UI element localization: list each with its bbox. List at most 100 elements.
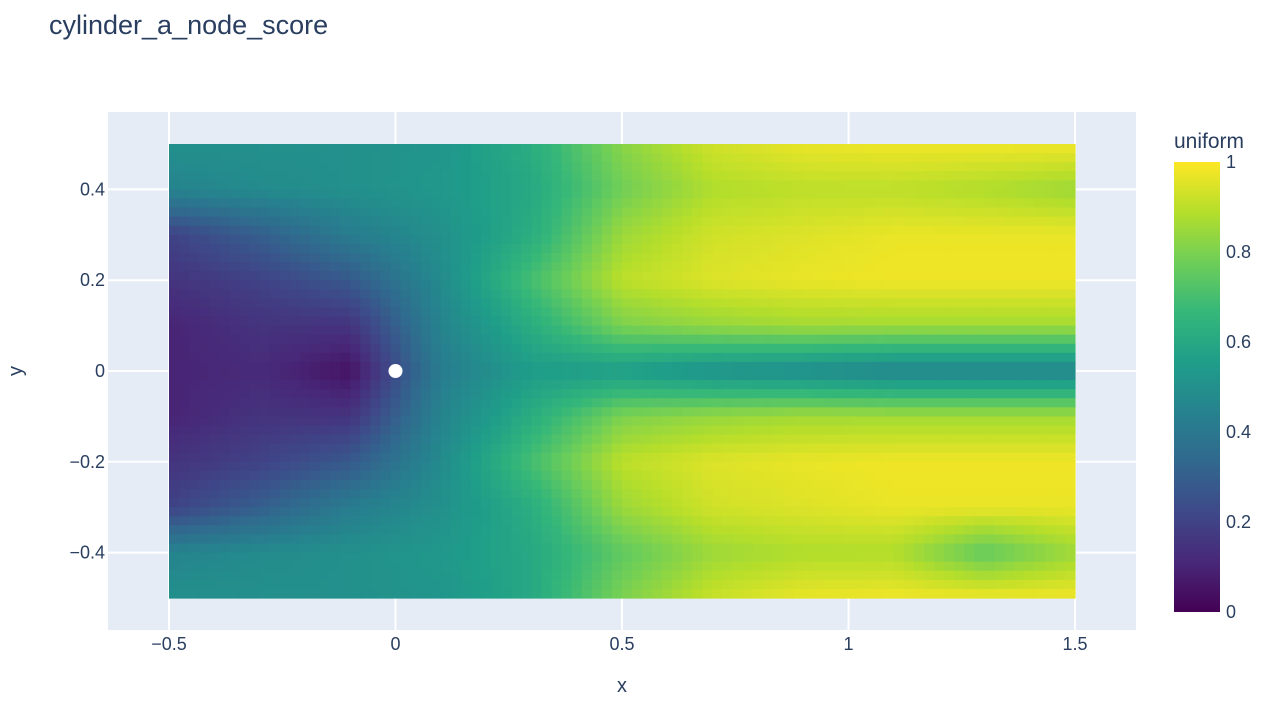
heatmap-cell [320, 543, 331, 554]
heatmap-cell [400, 443, 412, 454]
heatmap-cell [1064, 334, 1076, 345]
heatmap-cell [541, 271, 553, 281]
heatmap-cell [632, 407, 643, 417]
heatmap-cell [622, 452, 633, 463]
heatmap-cell [289, 243, 301, 254]
heatmap-cell [511, 171, 522, 181]
heatmap-cell [330, 162, 341, 172]
heatmap-cell [1034, 216, 1046, 227]
heatmap-cell [742, 498, 754, 508]
heatmap-cell [672, 144, 683, 154]
heatmap-cell [340, 361, 351, 372]
heatmap-cell [219, 579, 230, 590]
heatmap-cell [984, 516, 996, 526]
heatmap-cell [742, 425, 754, 436]
x-tick-label: 0.5 [609, 634, 634, 654]
heatmap-cell [732, 461, 744, 472]
heatmap-cell [1054, 452, 1066, 463]
heatmap-cell [219, 162, 230, 172]
heatmap-cell [642, 425, 653, 436]
heatmap-cell [320, 316, 331, 327]
heatmap-cell [863, 189, 875, 200]
heatmap-cell [511, 579, 522, 590]
heatmap-cell [994, 425, 1006, 436]
heatmap-cell [954, 189, 965, 200]
heatmap-cell [410, 389, 422, 399]
heatmap-cell [813, 234, 824, 245]
heatmap-cell [622, 525, 633, 536]
heatmap-cell [903, 561, 915, 572]
heatmap-cell [1054, 234, 1066, 245]
heatmap-cell [682, 361, 694, 372]
heatmap-cell [843, 234, 855, 245]
heatmap-cell [762, 262, 774, 272]
heatmap-cell [440, 543, 452, 554]
heatmap-cell [853, 461, 865, 472]
heatmap-cell [1044, 389, 1056, 399]
heatmap-cell [430, 234, 442, 245]
heatmap-cell [1024, 498, 1036, 508]
heatmap-cell [320, 561, 331, 572]
heatmap-cell [1034, 262, 1046, 272]
heatmap-cell [702, 225, 714, 236]
heatmap-cell [491, 470, 502, 481]
heatmap-cell [712, 352, 724, 363]
heatmap-cell [460, 180, 472, 190]
heatmap-cell [521, 461, 532, 472]
heatmap-cell [521, 579, 532, 590]
heatmap-cell [289, 561, 301, 572]
heatmap-cell [742, 180, 754, 190]
heatmap-cell [471, 271, 482, 281]
heatmap-cell [702, 180, 714, 190]
heatmap-cell [692, 153, 704, 163]
heatmap-cell [410, 561, 422, 572]
heatmap-cell [994, 579, 1006, 590]
heatmap-cell [883, 162, 895, 172]
heatmap-cell [1064, 371, 1076, 381]
heatmap-cell [380, 461, 392, 472]
heatmap-cell [169, 543, 180, 554]
heatmap-cell [360, 352, 371, 363]
heatmap-cell [692, 144, 704, 154]
heatmap-cell [1044, 552, 1056, 563]
heatmap-cell [450, 380, 462, 390]
heatmap-cell [974, 243, 985, 254]
heatmap-cell [501, 534, 512, 545]
heatmap-cell [632, 489, 643, 499]
heatmap-cell [189, 207, 200, 218]
heatmap-cell [883, 579, 895, 590]
heatmap-cell [471, 425, 482, 436]
heatmap-cell [793, 225, 804, 236]
heatmap-cell [561, 334, 573, 345]
heatmap-cell [370, 361, 381, 372]
heatmap-cell [762, 470, 774, 481]
heatmap-cell [773, 298, 784, 309]
heatmap-cell [501, 389, 512, 399]
heatmap-cell [591, 352, 603, 363]
heatmap-cell [984, 189, 996, 200]
heatmap-cell [863, 470, 875, 481]
heatmap-cell [219, 234, 230, 245]
heatmap-cell [742, 225, 754, 236]
heatmap-cell [783, 243, 794, 254]
heatmap-cell [773, 579, 784, 590]
heatmap-cell [883, 325, 895, 336]
heatmap-cell [732, 153, 744, 163]
heatmap-cell [944, 298, 955, 309]
heatmap-cell [601, 316, 613, 327]
heatmap-cell [340, 252, 351, 263]
heatmap-cell [873, 198, 885, 209]
heatmap-cell [813, 207, 824, 218]
heatmap-cell [360, 489, 371, 499]
heatmap-cell [581, 534, 593, 545]
heatmap-cell [249, 425, 261, 436]
heatmap-cell [642, 470, 653, 481]
heatmap-cell [984, 352, 996, 363]
heatmap-cell [934, 262, 945, 272]
heatmap-cell [309, 425, 321, 436]
heatmap-cell [823, 371, 834, 381]
heatmap-cell [873, 588, 885, 599]
heatmap-cell [692, 307, 704, 318]
heatmap-cell [179, 579, 190, 590]
heatmap-cell [893, 561, 905, 572]
